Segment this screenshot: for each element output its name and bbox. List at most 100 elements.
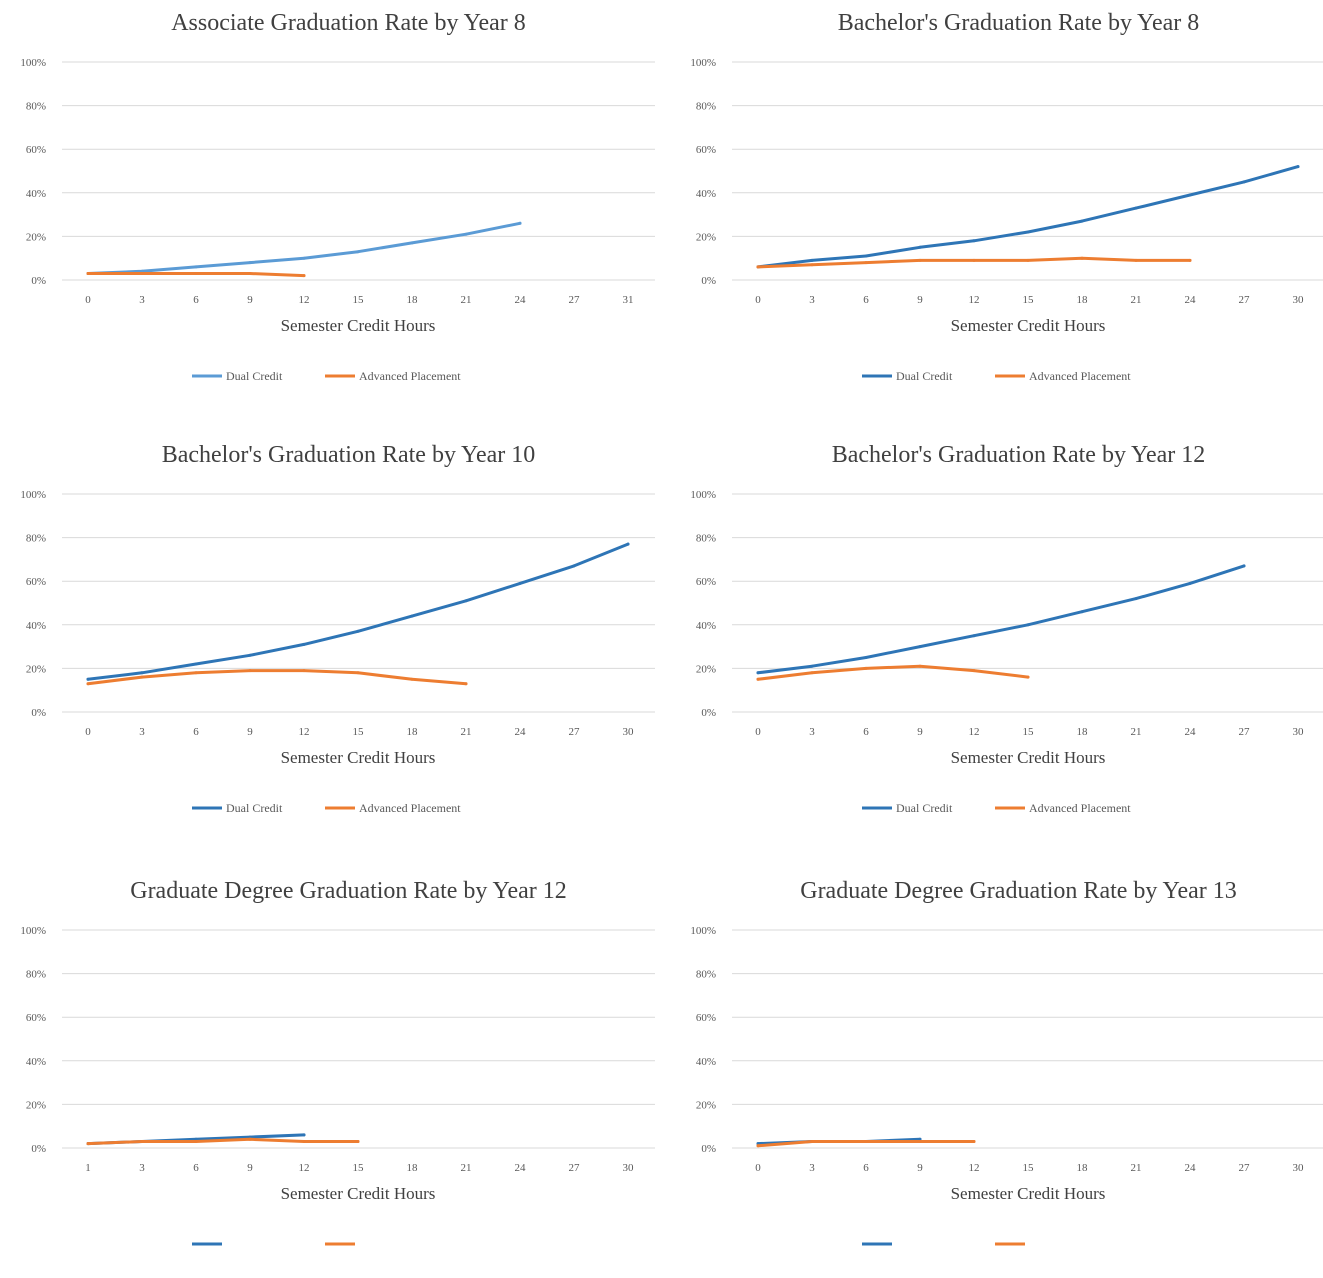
x-tick-label: 0 xyxy=(85,294,91,306)
data-point xyxy=(464,599,468,603)
y-tick-label: 0% xyxy=(701,275,716,287)
x-tick-label: 18 xyxy=(1077,294,1089,306)
x-tick-label: 6 xyxy=(863,726,869,738)
x-tick-label: 21 xyxy=(1131,726,1142,738)
data-point xyxy=(248,1137,252,1141)
data-point xyxy=(140,272,144,275)
y-tick-label: 60% xyxy=(26,144,46,156)
data-point xyxy=(86,677,90,681)
data-point xyxy=(302,274,306,278)
y-tick-label: 0% xyxy=(701,1143,716,1155)
y-tick-label: 60% xyxy=(26,576,46,588)
data-point xyxy=(518,581,522,585)
data-point xyxy=(1026,230,1030,234)
y-tick-label: 100% xyxy=(20,489,46,501)
x-tick-label: 6 xyxy=(863,294,869,306)
series-line xyxy=(756,664,1030,681)
data-point xyxy=(302,1140,306,1143)
x-axis-title: Semester Credit Hours xyxy=(281,748,436,767)
data-point xyxy=(140,1140,144,1143)
y-tick-label: 40% xyxy=(696,1056,716,1068)
data-point xyxy=(972,258,976,262)
x-tick-label: 24 xyxy=(1185,1162,1197,1174)
series-line xyxy=(86,221,522,275)
x-tick-label: 15 xyxy=(1023,726,1035,738)
x-tick-label: 31 xyxy=(623,294,634,306)
chart-panel-bachelors-year-8: Bachelor's Graduation Rate by Year 8 0% 20… xyxy=(670,0,1323,410)
data-point xyxy=(194,671,198,675)
x-tick-label: 3 xyxy=(809,294,815,306)
legend-label: Dual Credit xyxy=(226,801,283,815)
data-point xyxy=(1134,206,1138,210)
chart-title: Bachelor's Graduation Rate by Year 10 xyxy=(162,442,536,468)
x-tick-label: 3 xyxy=(139,726,145,738)
x-tick-label: 0 xyxy=(85,726,91,738)
x-axis-title: Semester Credit Hours xyxy=(951,748,1106,767)
y-tick-label: 40% xyxy=(696,188,716,200)
data-point xyxy=(918,258,922,262)
y-tick-label: 80% xyxy=(26,533,46,545)
x-tick-label: 3 xyxy=(809,726,815,738)
data-point xyxy=(1296,165,1300,169)
x-tick-label: 21 xyxy=(461,726,472,738)
x-tick-label: 24 xyxy=(515,294,527,306)
x-tick-label: 24 xyxy=(515,726,527,738)
series-line xyxy=(756,564,1246,675)
y-tick-label: 80% xyxy=(696,533,716,545)
data-point xyxy=(972,1140,976,1143)
y-tick-label: 40% xyxy=(26,1056,46,1068)
y-tick-label: 80% xyxy=(696,969,716,981)
chart-svg: Bachelor's Graduation Rate by Year 8 0% 20… xyxy=(690,10,1323,383)
data-point xyxy=(972,634,976,638)
y-tick-label: 40% xyxy=(696,620,716,632)
data-point xyxy=(518,221,522,225)
x-tick-label: 18 xyxy=(1077,1162,1089,1174)
x-axis-title: Semester Credit Hours xyxy=(951,1184,1106,1203)
chart-svg: Graduate Degree Graduation Rate by Year … xyxy=(690,878,1323,1246)
data-point xyxy=(1134,258,1138,262)
x-tick-label: 30 xyxy=(623,726,635,738)
data-point xyxy=(864,666,868,670)
x-tick-label: 12 xyxy=(299,1162,310,1174)
x-axis-title: Semester Credit Hours xyxy=(951,316,1106,335)
data-point xyxy=(1188,581,1192,585)
chart-panel-bachelors-year-12: Bachelor's Graduation Rate by Year 12 0% 2… xyxy=(670,432,1323,842)
data-point xyxy=(756,671,760,675)
data-point xyxy=(864,261,868,265)
y-tick-label: 40% xyxy=(26,620,46,632)
x-tick-label: 24 xyxy=(515,1162,527,1174)
x-tick-label: 27 xyxy=(1239,726,1251,738)
data-point xyxy=(864,1140,868,1143)
x-tick-label: 6 xyxy=(863,1162,869,1174)
x-tick-label: 9 xyxy=(917,1162,923,1174)
chart-svg: Graduate Degree Graduation Rate by Year … xyxy=(20,878,655,1246)
data-point xyxy=(810,1140,814,1143)
series-line xyxy=(756,165,1300,269)
x-tick-label: 3 xyxy=(139,1162,145,1174)
x-tick-label: 9 xyxy=(247,1162,253,1174)
chart-panel-graduate-year-12: Graduate Degree Graduation Rate by Year … xyxy=(0,868,655,1278)
data-point xyxy=(410,614,414,618)
data-point xyxy=(86,682,90,686)
y-tick-label: 80% xyxy=(26,969,46,981)
x-tick-label: 6 xyxy=(193,1162,199,1174)
series-line xyxy=(86,669,468,686)
x-tick-label: 9 xyxy=(247,726,253,738)
data-point xyxy=(194,1140,198,1143)
data-point xyxy=(302,669,306,673)
data-point xyxy=(810,258,814,262)
y-tick-label: 100% xyxy=(690,489,716,501)
data-point xyxy=(356,629,360,633)
data-point xyxy=(972,239,976,243)
data-point xyxy=(1188,258,1192,262)
y-tick-label: 100% xyxy=(690,57,716,69)
data-point xyxy=(1188,193,1192,197)
y-tick-label: 80% xyxy=(26,101,46,113)
series-line xyxy=(86,1137,360,1146)
y-tick-label: 20% xyxy=(696,1099,716,1111)
data-point xyxy=(302,256,306,260)
data-point xyxy=(1242,564,1246,568)
data-point xyxy=(756,1144,760,1148)
legend-label: Advanced Placement xyxy=(359,801,461,815)
x-tick-label: 30 xyxy=(1293,1162,1305,1174)
